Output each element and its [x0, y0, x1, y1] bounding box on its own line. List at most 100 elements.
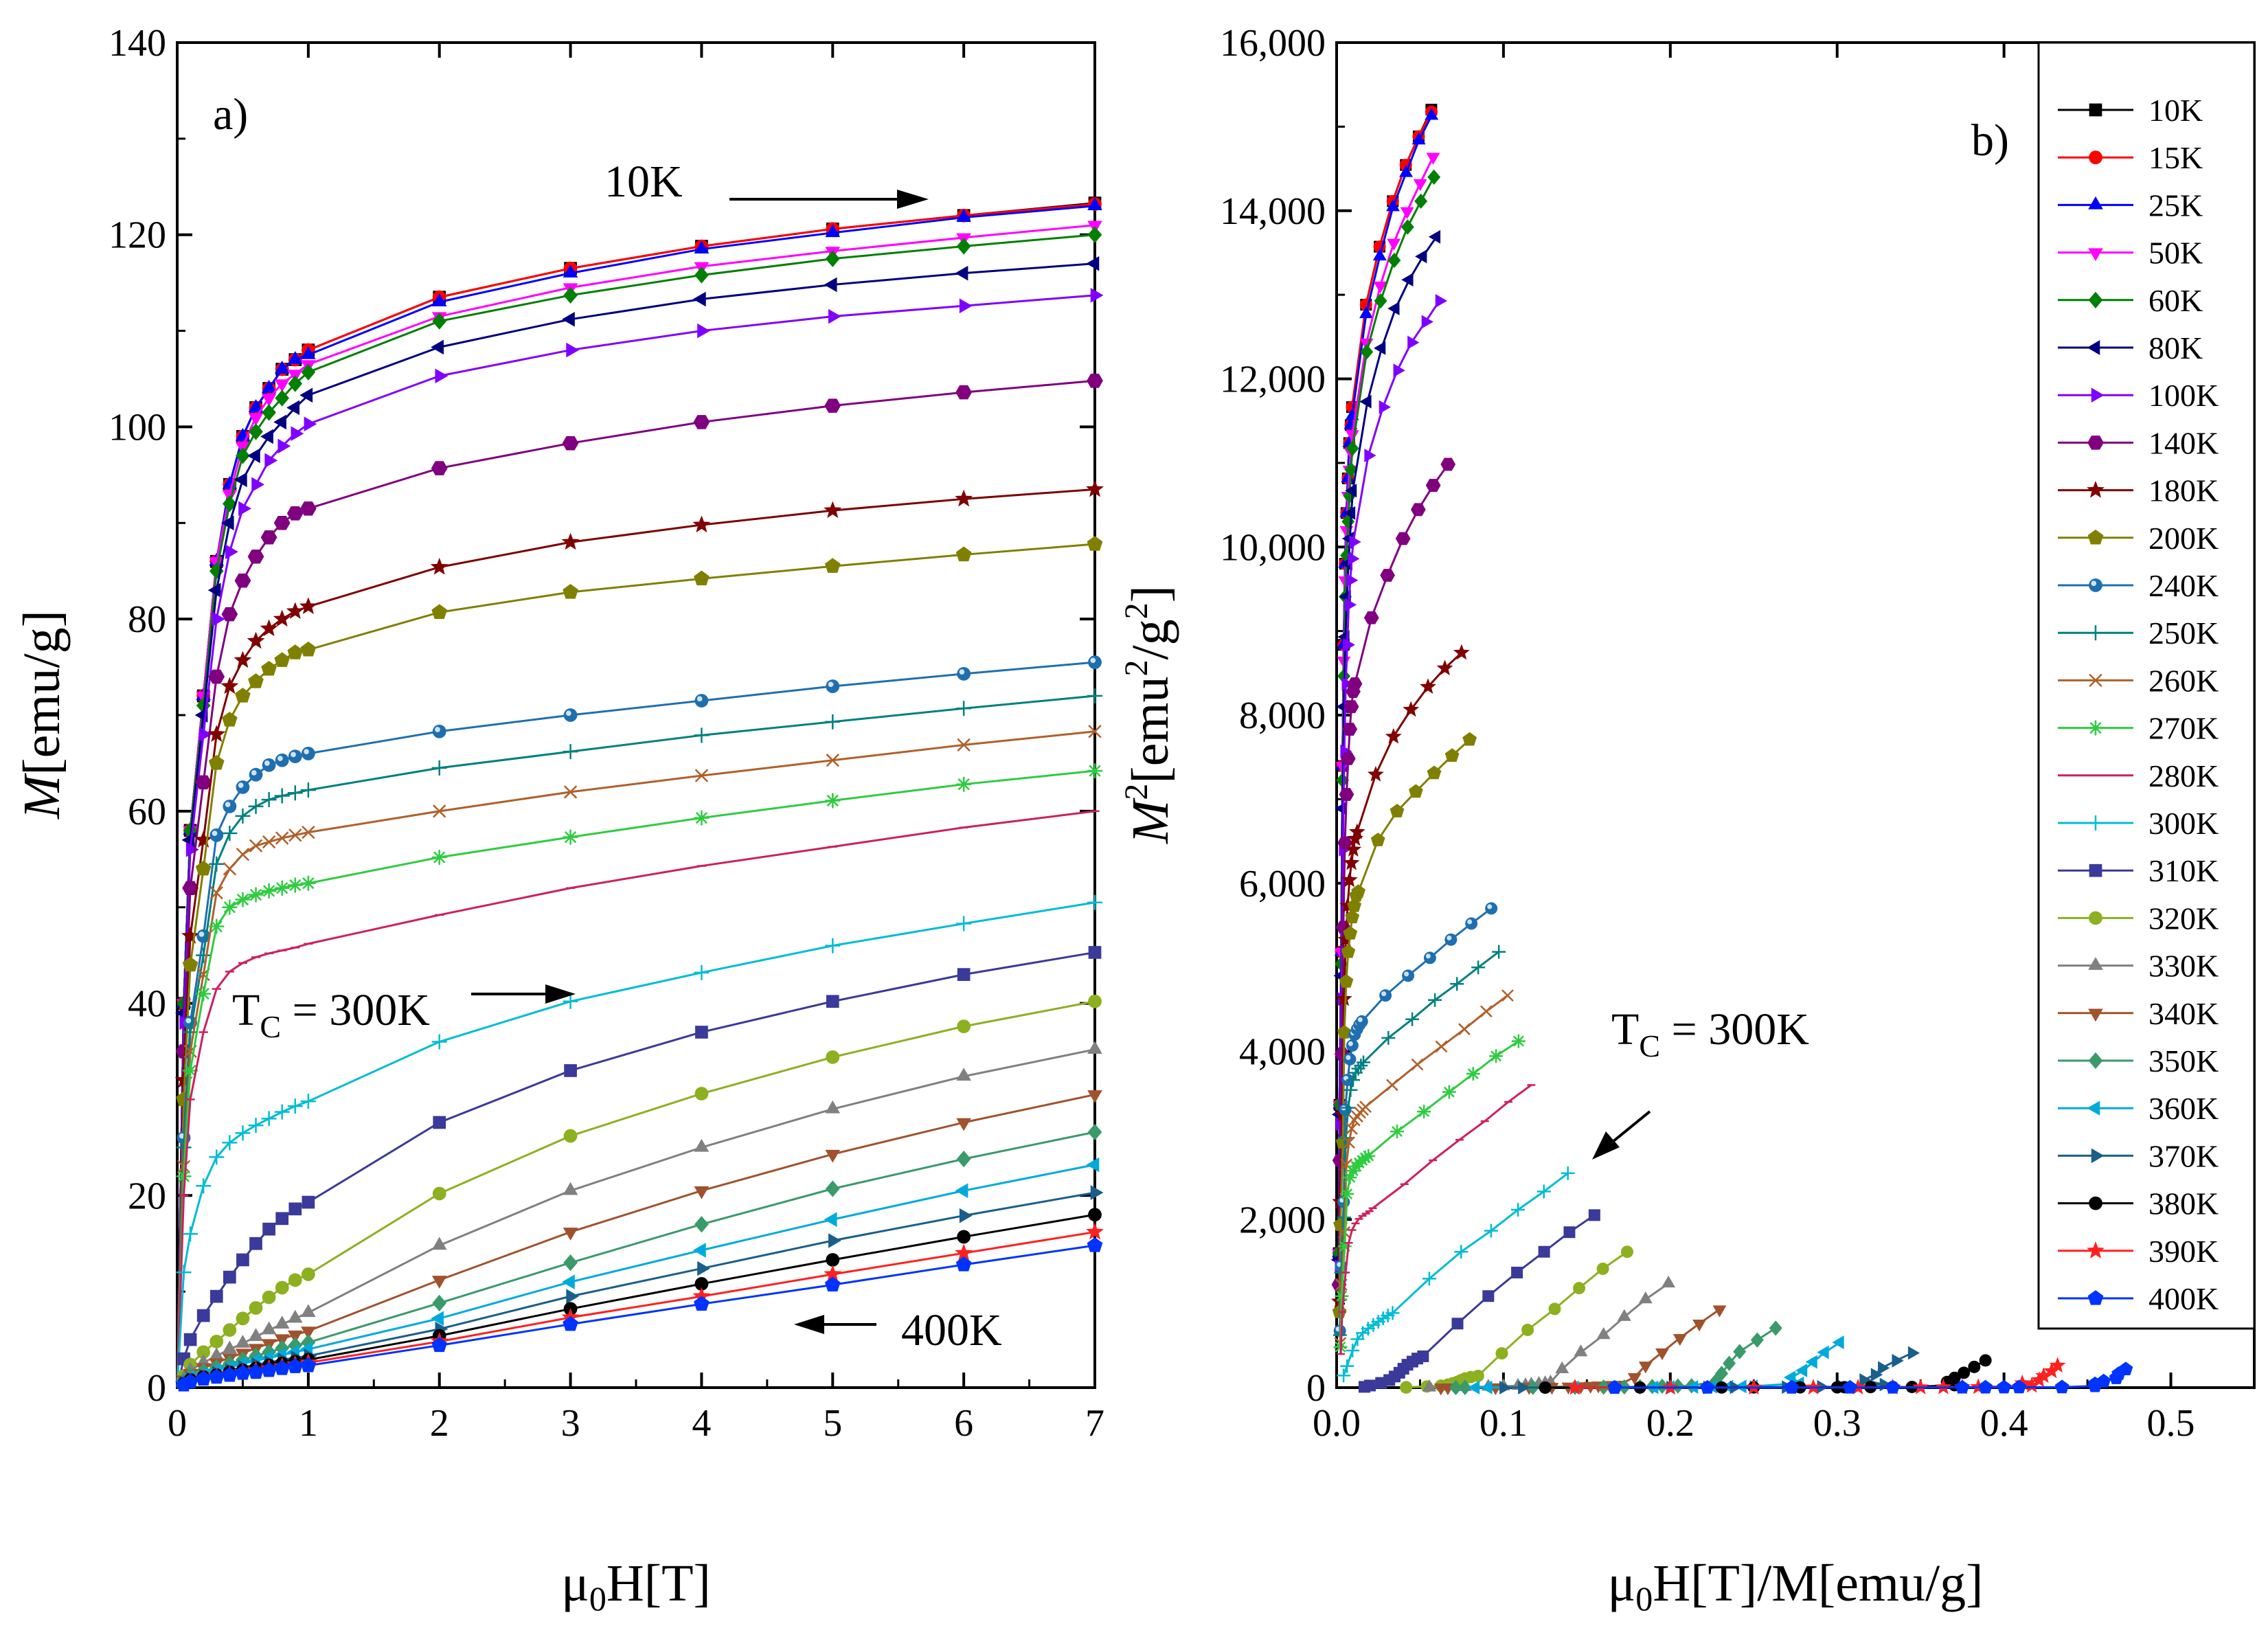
data-point-a	[249, 1237, 262, 1250]
data-point-a	[824, 501, 842, 519]
marker-part	[1425, 953, 1431, 959]
data-point-a	[223, 1270, 236, 1284]
data-point-a	[957, 738, 971, 752]
data-point-a	[431, 849, 447, 865]
data-point-b	[1380, 569, 1395, 582]
data-point-a	[825, 224, 841, 238]
legend-label: 280K	[2148, 758, 2219, 793]
series-b-300K	[1337, 1166, 1575, 1383]
marker-part	[223, 862, 237, 876]
legend-label: 330K	[2148, 949, 2219, 984]
data-point-a	[431, 1034, 447, 1050]
marker-part	[1465, 917, 1478, 930]
series-b-line	[1339, 951, 1500, 1335]
data-point-b	[1449, 1379, 1462, 1396]
data-point-b	[1401, 219, 1414, 235]
data-point-b	[1343, 637, 1356, 652]
data-point-a	[825, 1180, 840, 1197]
marker-part	[1418, 1106, 1430, 1118]
series-a-140K	[175, 374, 1103, 1388]
data-point-b	[1347, 677, 1363, 690]
data-point-b	[1400, 207, 1414, 219]
data-point-a	[694, 1277, 709, 1291]
marker-part	[563, 785, 578, 799]
data-point-b	[1346, 573, 1359, 587]
panel-b: 0.0 0.1 0.2 0.3 0.4 0.5 0 2,000 4,000 6,000 8,000 1…	[1118, 22, 2256, 1618]
marker-part	[262, 758, 276, 772]
data-point-a	[1088, 655, 1102, 669]
data-point-b	[1997, 1379, 2012, 1394]
data-point-a	[248, 413, 264, 426]
legend-item: 270K	[2058, 711, 2219, 746]
data-point-b	[1538, 1245, 1550, 1258]
series-b-line	[1337, 177, 1436, 1254]
data-point-b	[1574, 1344, 1588, 1357]
data-point-b	[1379, 400, 1391, 414]
data-point-a	[288, 1202, 302, 1216]
series-b-line	[1364, 1214, 1596, 1388]
data-point-b	[1348, 823, 1365, 839]
marker-part	[264, 760, 270, 766]
legend-swatch-marker	[2087, 529, 2104, 545]
marker-part	[277, 756, 283, 761]
data-point-a	[959, 1208, 973, 1223]
data-point-b	[1343, 1052, 1357, 1065]
legend-item: 300K	[2058, 806, 2219, 841]
data-point-a	[957, 1019, 971, 1034]
data-point-a	[248, 1328, 264, 1342]
data-point-a	[248, 398, 264, 412]
x-tick-label-a: 5	[823, 1402, 842, 1445]
legend-swatch-marker	[2087, 1290, 2104, 1305]
x-tick-label-a: 7	[1085, 1402, 1104, 1445]
marker-part	[694, 769, 709, 782]
marker-part	[1411, 1058, 1424, 1071]
legend-label: 200K	[2148, 521, 2219, 556]
legend-label: 50K	[2148, 236, 2203, 271]
series-a-line	[176, 730, 1096, 1388]
legend-item: 370K	[2058, 1138, 2219, 1173]
data-point-a	[195, 860, 212, 876]
data-point-b	[1337, 1025, 1352, 1039]
data-point-b	[1638, 1362, 1653, 1374]
data-point-a	[431, 1311, 444, 1326]
data-point-a	[824, 398, 841, 413]
data-point-b	[1466, 1067, 1480, 1081]
marker-part	[1386, 1079, 1398, 1092]
marker-part	[249, 839, 263, 852]
panel-a-label: a)	[213, 89, 248, 139]
data-point-a	[209, 1334, 224, 1348]
series-a-240K	[176, 655, 1102, 1388]
legend-item: 80K	[2058, 330, 2203, 365]
data-point-b	[1750, 1332, 1764, 1348]
data-point-a	[274, 788, 290, 804]
data-point-a	[825, 793, 841, 809]
marker-part	[249, 888, 262, 901]
data-point-a	[826, 995, 839, 1008]
marker-part	[2089, 673, 2102, 688]
marker-part	[209, 886, 223, 900]
legend-label: 140K	[2148, 425, 2219, 460]
legend-item: 250K	[2058, 616, 2219, 651]
data-point-a	[248, 673, 264, 688]
data-point-a	[1088, 725, 1102, 738]
data-point-b	[1344, 462, 1358, 477]
series-a-line	[176, 661, 1096, 1388]
data-point-b	[1638, 1291, 1653, 1304]
data-point-b	[1339, 973, 1354, 988]
marker-part	[1512, 1035, 1524, 1047]
data-point-b	[1784, 1379, 1799, 1394]
data-point-a	[261, 379, 277, 393]
annotation-400k: 400K	[901, 1305, 1002, 1355]
marker-part	[1339, 1103, 1352, 1116]
data-point-a	[955, 265, 968, 281]
data-point-b	[1489, 1049, 1504, 1063]
data-point-a	[209, 886, 223, 900]
data-point-a	[275, 389, 290, 407]
y-tick-label-b: 4,000	[1239, 1031, 1326, 1074]
data-point-b	[1620, 1245, 1633, 1258]
data-point-a	[274, 652, 291, 667]
marker-part	[565, 710, 571, 716]
annotation-tc-a-arrow	[471, 984, 576, 1004]
data-point-a	[692, 515, 711, 533]
data-point-a	[431, 760, 447, 776]
